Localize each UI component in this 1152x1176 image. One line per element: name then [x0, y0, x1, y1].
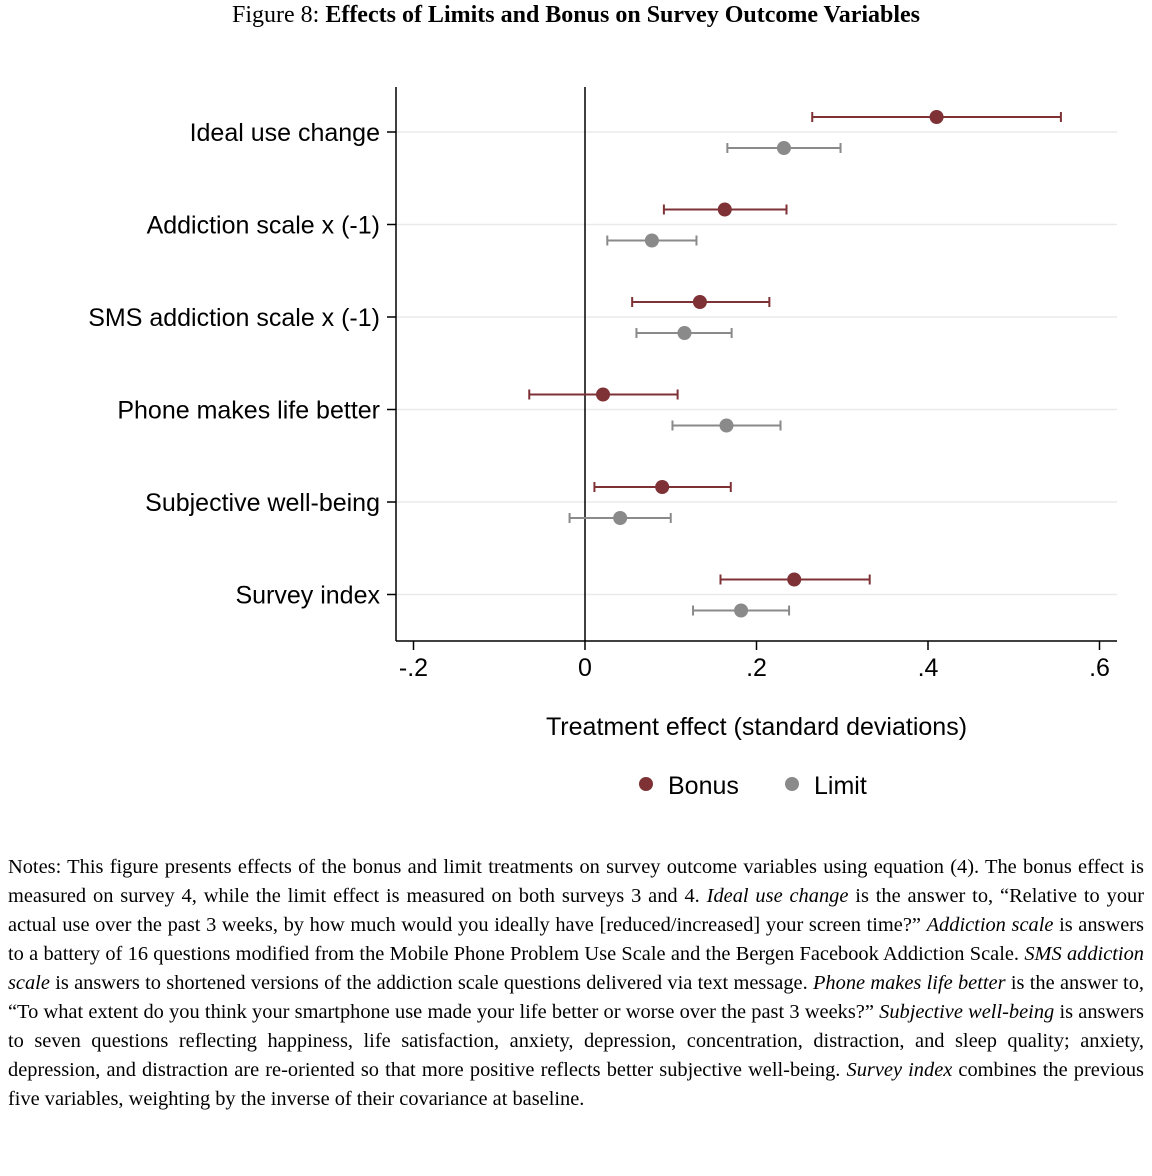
x-tick-label: 0 — [578, 654, 592, 682]
notes-term-survey-index: Survey index — [846, 1059, 953, 1081]
figure-caption: Figure 8: Effects of Limits and Bonus on… — [0, 2, 1152, 29]
coefficient-plot: Ideal use change Addiction scale x (-1) SM… — [88, 87, 1117, 800]
limit-point — [644, 233, 659, 248]
notes-term-addiction-scale: Addiction scale — [926, 914, 1054, 936]
legend-marker-limit — [785, 777, 799, 791]
y-tick-label: Ideal use change — [190, 119, 380, 147]
limit-point — [734, 603, 749, 618]
notes-term-ideal-use-change: Ideal use change — [706, 885, 849, 907]
notes-text-3: is answers to a battery of 16 questions … — [8, 914, 1144, 965]
notes-text-1: Notes: This figure presents effects of t… — [8, 856, 1144, 907]
bonus-point — [692, 295, 707, 309]
figure-label: Figure 8: — [231, 2, 320, 28]
bonus-point — [596, 387, 611, 402]
limit-point — [613, 511, 628, 525]
limit-point — [719, 418, 734, 433]
notes-text-4: is answers to shortened versions of the … — [49, 972, 813, 994]
y-tick-label: SMS addiction scale x (-1) — [88, 304, 380, 332]
x-axis-title: Treatment effect (standard deviations) — [546, 713, 967, 741]
bonus-point — [787, 572, 802, 587]
notes-text-6: is answers to seven questions reflecting… — [8, 1001, 1144, 1081]
notes-text-5: is the answer to, “To what extent do you… — [8, 972, 1144, 1023]
limit-point — [677, 326, 692, 340]
bonus-point — [929, 110, 944, 124]
x-tick-label: .4 — [918, 654, 939, 682]
limit-point — [776, 141, 791, 155]
x-tick-label: -.2 — [399, 654, 428, 682]
y-tick-label: Survey index — [235, 582, 380, 610]
y-tick-label: Subjective well-being — [145, 489, 380, 517]
notes-text-7: combines the previous five variables, we… — [8, 1059, 1144, 1110]
notes-text-2: is the answer to, “Relative to your actu… — [8, 885, 1145, 936]
legend-marker-bonus — [639, 777, 653, 791]
notes-term-sms-addiction-scale: SMS addiction scale — [8, 943, 1144, 994]
figure-title: Effects of Limits and Bonus on Survey Ou… — [325, 2, 921, 28]
notes-term-phone-makes-life-better: Phone makes life better — [812, 972, 1006, 994]
figure-notes: Notes: This figure presents effects of t… — [8, 853, 1144, 1114]
legend-label-bonus: Bonus — [668, 772, 739, 800]
bonus-point — [655, 480, 670, 494]
x-tick-label: .6 — [1089, 654, 1110, 682]
y-tick-label: Phone makes life better — [117, 397, 380, 425]
legend-label-limit: Limit — [814, 772, 867, 800]
bonus-point — [717, 202, 732, 217]
y-tick-label: Addiction scale x (-1) — [147, 212, 380, 240]
x-tick-label: .2 — [746, 654, 767, 682]
notes-term-subjective-well-being: Subjective well-being — [879, 1001, 1055, 1023]
